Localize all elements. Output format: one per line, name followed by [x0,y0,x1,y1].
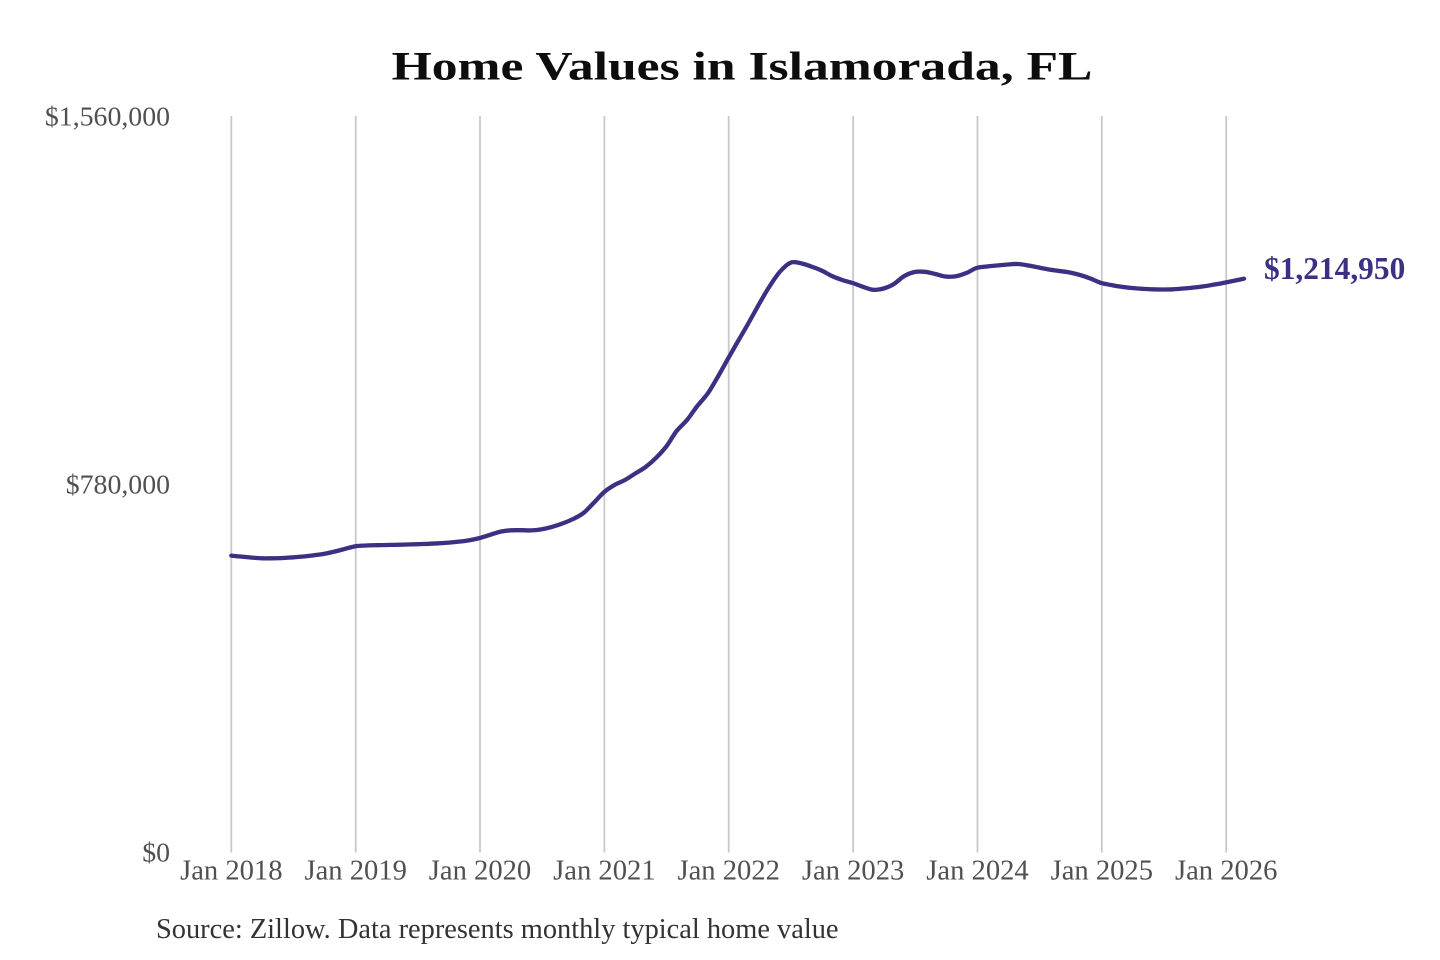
svg-text:Jan 2019: Jan 2019 [304,856,406,887]
svg-text:$780,000: $780,000 [66,470,170,501]
svg-text:Jan 2026: Jan 2026 [1175,856,1277,887]
svg-text:Jan 2023: Jan 2023 [802,856,904,887]
svg-text:Jan 2024: Jan 2024 [926,856,1028,887]
svg-text:Jan 2022: Jan 2022 [677,856,779,887]
svg-text:$1,214,950: $1,214,950 [1264,251,1405,286]
svg-text:Source: Zillow. Data represent: Source: Zillow. Data represents monthly … [156,914,839,945]
svg-text:Jan 2018: Jan 2018 [180,856,282,887]
svg-text:Home Values in Islamorada, FL: Home Values in Islamorada, FL [392,44,1093,88]
svg-text:Jan 2020: Jan 2020 [429,856,531,887]
svg-text:$1,560,000: $1,560,000 [45,102,170,133]
svg-text:$0: $0 [142,838,170,869]
svg-text:Jan 2025: Jan 2025 [1051,856,1153,887]
svg-text:Jan 2021: Jan 2021 [553,856,655,887]
